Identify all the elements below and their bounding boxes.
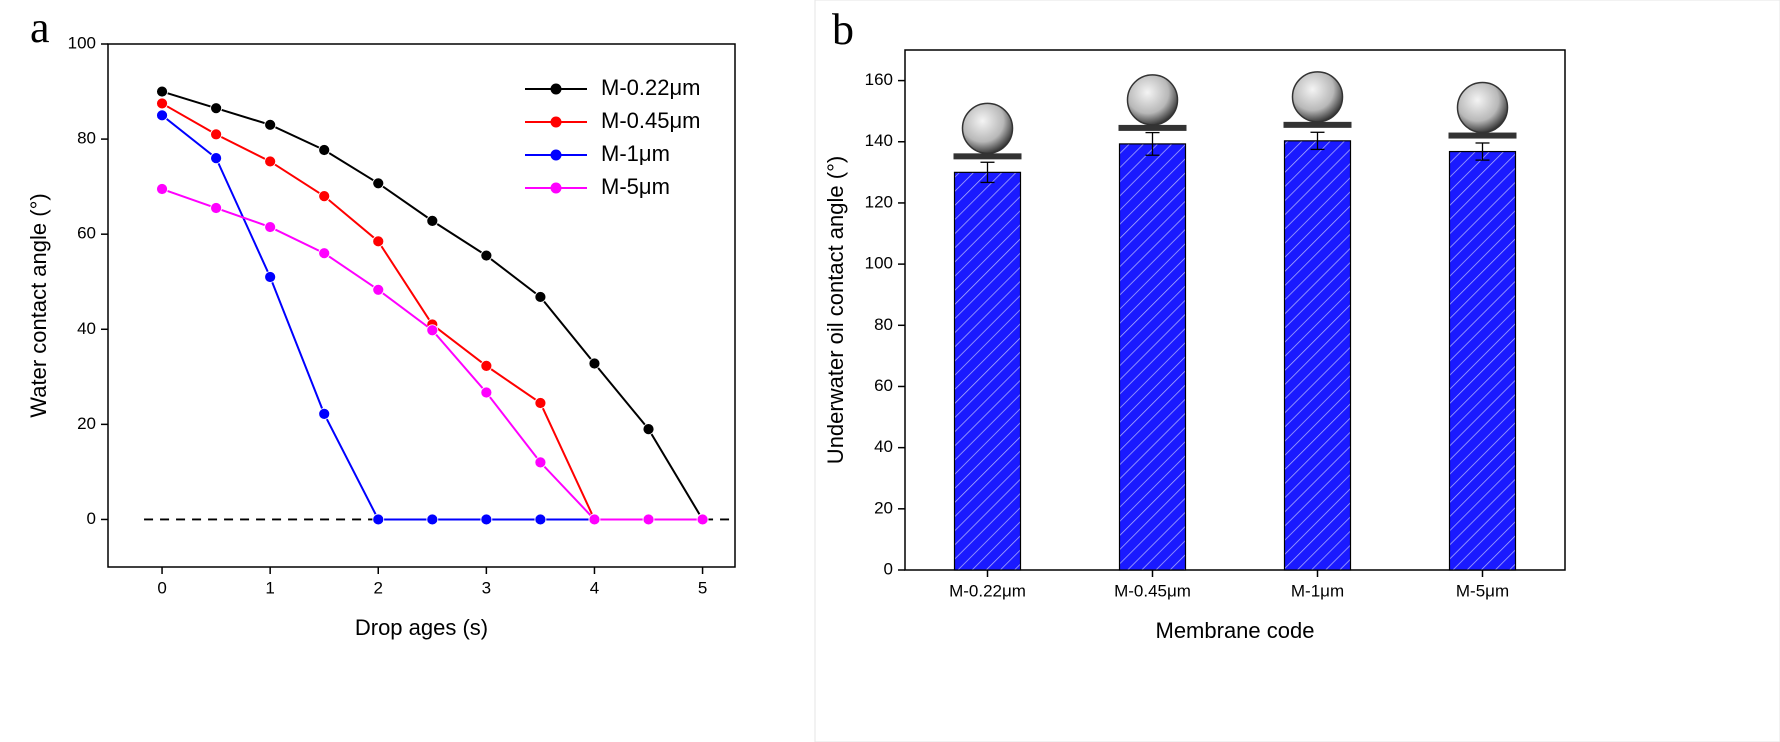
droplet-substrate — [1118, 124, 1187, 131]
x-axis-label: Drop ages (s) — [355, 615, 488, 640]
x-tick-label: M-1μm — [1291, 581, 1344, 600]
plot-frame — [904, 49, 1566, 571]
bar — [1118, 143, 1187, 571]
data-point — [210, 202, 223, 214]
plot-frame — [107, 43, 736, 568]
data-point — [534, 513, 547, 526]
y-tick-label: 60 — [874, 376, 893, 395]
y-tick-label: 100 — [68, 33, 96, 52]
droplet-image — [961, 102, 1014, 155]
data-point — [480, 249, 493, 262]
legend-label: M-0.22μm — [601, 75, 700, 100]
data-point — [426, 513, 439, 526]
droplet-substrate — [1283, 121, 1352, 128]
droplet-substrate — [953, 153, 1022, 160]
droplet-image — [1456, 81, 1509, 134]
data-point — [264, 271, 277, 283]
legend-marker — [550, 149, 562, 161]
data-point — [318, 144, 331, 156]
data-point — [318, 247, 331, 260]
y-tick-label: 80 — [77, 129, 96, 148]
x-tick-label: 2 — [374, 578, 383, 597]
panel-a-background — [0, 0, 790, 742]
data-point — [588, 513, 601, 526]
legend-marker — [550, 83, 562, 95]
y-tick-label: 20 — [77, 414, 96, 433]
y-tick-label: 40 — [77, 319, 96, 338]
data-point — [372, 235, 385, 248]
y-axis-label: Underwater oil contact angle (°) — [823, 156, 848, 464]
data-point — [156, 183, 168, 195]
x-tick-label: M-0.45μm — [1114, 581, 1191, 600]
data-point — [210, 128, 223, 141]
x-tick-label: M-0.22μm — [949, 581, 1026, 600]
legend-label: M-0.45μm — [601, 108, 700, 133]
legend-label: M-5μm — [601, 174, 670, 199]
droplet-image — [1291, 71, 1344, 123]
bar — [953, 171, 1022, 571]
y-axis-label: Water contact angle (°) — [26, 193, 51, 417]
x-tick-label: 3 — [482, 578, 491, 597]
data-point — [210, 102, 223, 115]
x-tick-label: 0 — [157, 578, 166, 597]
data-point — [588, 357, 601, 370]
x-tick-label: 4 — [590, 578, 599, 597]
data-point — [210, 152, 223, 165]
data-point — [156, 85, 168, 98]
data-point — [318, 408, 331, 420]
data-point — [480, 386, 493, 399]
y-tick-label: 40 — [874, 437, 893, 456]
data-point — [372, 177, 385, 190]
y-tick-label: 0 — [87, 509, 96, 528]
data-point — [534, 291, 547, 303]
y-tick-label: 160 — [865, 70, 893, 89]
droplet-image — [1126, 74, 1179, 126]
y-tick-label: 120 — [865, 192, 893, 211]
data-point — [318, 190, 331, 203]
y-tick-label: 0 — [884, 559, 893, 578]
data-point — [426, 324, 439, 337]
y-tick-label: 140 — [865, 131, 893, 150]
data-point — [156, 109, 168, 122]
y-tick-label: 20 — [874, 498, 893, 517]
data-point — [642, 513, 655, 526]
data-point — [480, 359, 493, 372]
data-point — [264, 155, 277, 168]
x-tick-label: 1 — [265, 578, 274, 597]
data-point — [156, 97, 168, 110]
data-point — [534, 397, 547, 409]
data-point — [696, 513, 709, 526]
panel-label: b — [832, 5, 854, 54]
legend-marker — [550, 182, 562, 194]
data-point — [264, 221, 277, 233]
data-point — [372, 513, 385, 526]
legend-marker — [550, 116, 562, 128]
data-point — [642, 423, 655, 436]
y-tick-label: 60 — [77, 224, 96, 243]
y-tick-label: 80 — [874, 315, 893, 334]
legend-label: M-1μm — [601, 141, 670, 166]
data-point — [264, 118, 277, 131]
x-tick-label: 5 — [698, 578, 707, 597]
droplet-substrate — [1448, 132, 1517, 139]
data-point — [480, 513, 493, 526]
data-point — [426, 214, 439, 227]
x-axis-label: Membrane code — [1156, 618, 1315, 643]
data-point — [372, 283, 385, 296]
panel-label: a — [30, 3, 50, 52]
bar — [1448, 150, 1517, 571]
data-point — [534, 456, 547, 469]
x-tick-label: M-5μm — [1456, 581, 1509, 600]
bar — [1283, 140, 1352, 571]
y-tick-label: 100 — [865, 254, 893, 273]
